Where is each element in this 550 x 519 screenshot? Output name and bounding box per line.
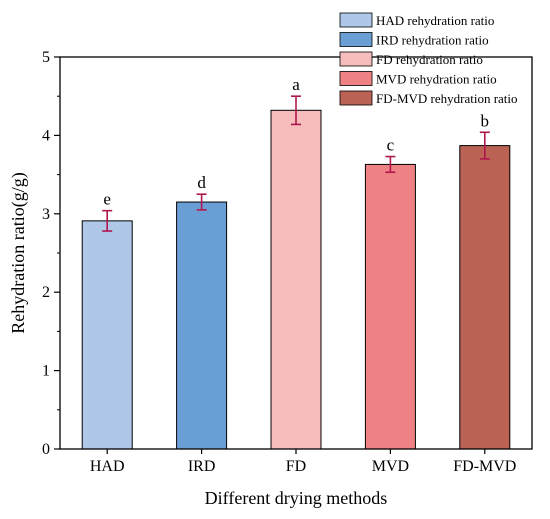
legend-swatch-fd-mvd bbox=[339, 90, 373, 106]
bar-mvd bbox=[364, 163, 416, 450]
significance-label-had: e bbox=[103, 190, 111, 209]
bars-group bbox=[81, 109, 511, 450]
significance-label-mvd: c bbox=[387, 136, 395, 155]
y-axis-title: Rehydration ratio(g/g) bbox=[8, 172, 29, 333]
y-axis: 0 1 2 3 4 5 bbox=[42, 49, 60, 458]
significance-labels-group: e d a c b bbox=[103, 75, 489, 208]
error-bars-group bbox=[102, 95, 490, 232]
y-tick-label: 2 bbox=[42, 284, 50, 301]
error-bar-fd-mvd bbox=[479, 131, 490, 160]
x-tick-label: HAD bbox=[90, 458, 125, 475]
error-bar-ird bbox=[196, 193, 207, 211]
y-tick-label: 4 bbox=[42, 127, 50, 144]
y-tick-label: 3 bbox=[42, 206, 50, 223]
x-axis: HAD IRD FD MVD FD-MVD bbox=[90, 449, 516, 475]
error-bar-mvd bbox=[385, 155, 396, 174]
legend: HAD rehydration ratio IRD rehydration rat… bbox=[339, 12, 518, 106]
y-tick-label: 1 bbox=[42, 363, 50, 380]
error-bar-had bbox=[102, 209, 113, 232]
significance-label-ird: d bbox=[197, 173, 206, 192]
legend-swatch-mvd bbox=[339, 71, 373, 86]
legend-label-ird: IRD rehydration ratio bbox=[376, 33, 489, 48]
x-tick-label: FD-MVD bbox=[453, 458, 516, 475]
legend-label-fd-mvd: FD-MVD rehydration ratio bbox=[376, 91, 518, 106]
x-tick-label: IRD bbox=[188, 458, 216, 475]
error-bar-fd bbox=[291, 95, 301, 126]
bar-ird bbox=[176, 201, 228, 450]
x-tick-label: MVD bbox=[372, 458, 409, 475]
bar-had bbox=[81, 220, 133, 450]
significance-label-fd: a bbox=[292, 75, 300, 94]
significance-label-fd-mvd: b bbox=[481, 111, 490, 130]
legend-label-mvd: MVD rehydration ratio bbox=[376, 72, 497, 87]
bar-fd bbox=[270, 109, 322, 450]
x-tick-label: FD bbox=[286, 458, 306, 475]
legend-swatch-had bbox=[339, 12, 373, 28]
legend-label-had: HAD rehydration ratio bbox=[376, 13, 494, 28]
legend-label-fd: FD rehydration ratio bbox=[376, 52, 483, 67]
y-tick-label: 0 bbox=[42, 441, 50, 458]
x-axis-title: Different drying methods bbox=[205, 488, 388, 508]
y-tick-label: 5 bbox=[42, 49, 50, 66]
legend-swatch-ird bbox=[339, 32, 373, 47]
bar-fd-mvd bbox=[459, 145, 511, 450]
legend-swatch-fd bbox=[339, 51, 373, 67]
